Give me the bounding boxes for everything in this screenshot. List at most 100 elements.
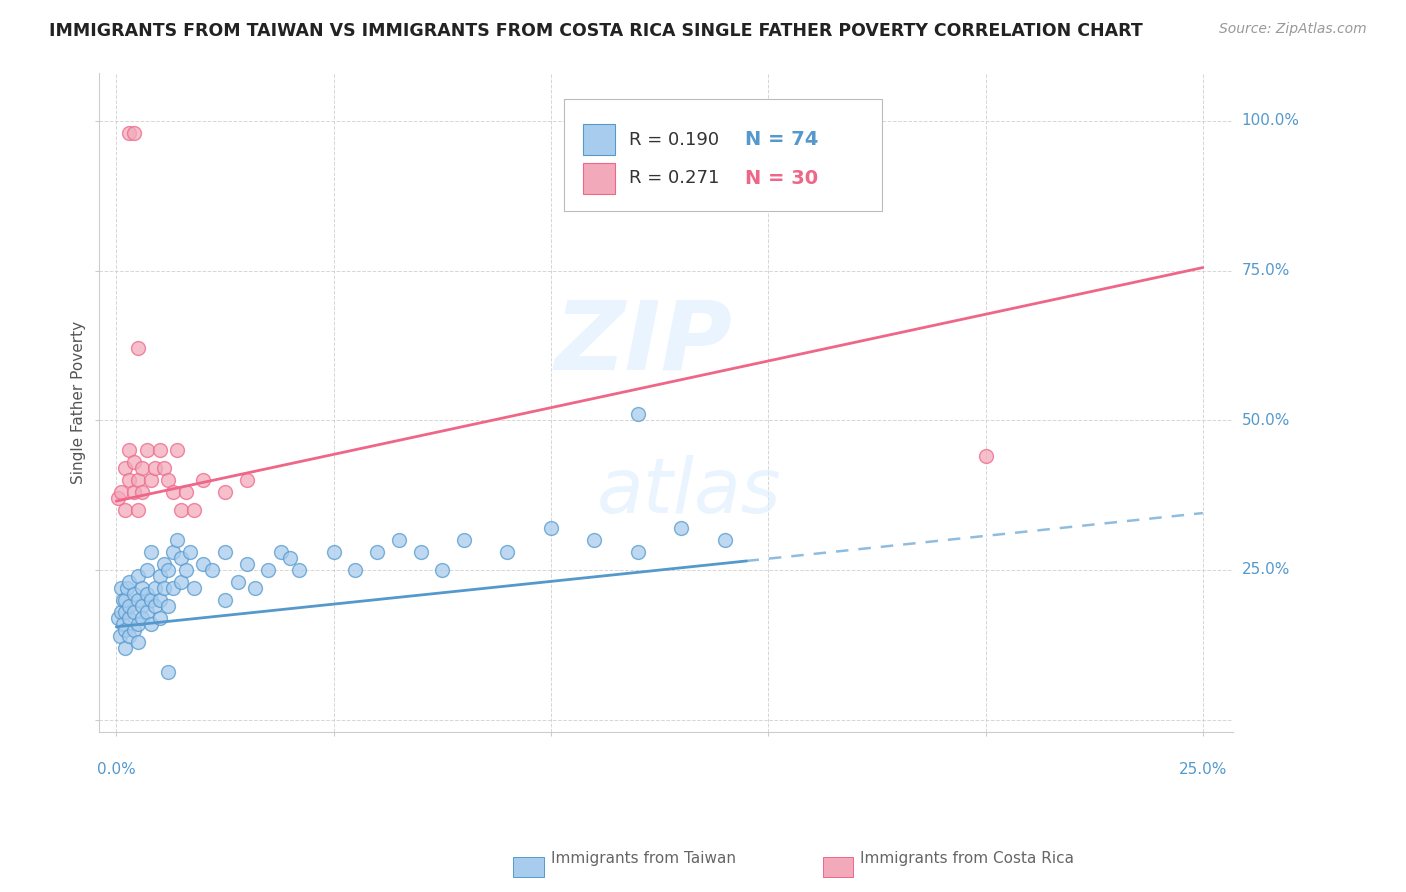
Point	[114, 640, 136, 655]
Text: R = 0.271: R = 0.271	[628, 169, 718, 187]
Point	[627, 545, 650, 559]
Point	[344, 563, 367, 577]
Text: N = 74: N = 74	[745, 130, 818, 149]
Point	[153, 461, 176, 475]
Point	[107, 491, 129, 505]
Point	[118, 443, 141, 458]
Point	[111, 593, 134, 607]
Point	[131, 461, 153, 475]
Point	[118, 126, 141, 140]
Point	[127, 473, 149, 487]
Text: IMMIGRANTS FROM TAIWAN VS IMMIGRANTS FROM COSTA RICA SINGLE FATHER POVERTY CORRE: IMMIGRANTS FROM TAIWAN VS IMMIGRANTS FRO…	[49, 22, 1143, 40]
Point	[166, 443, 188, 458]
Point	[366, 545, 388, 559]
Text: 100.0%: 100.0%	[1241, 113, 1299, 128]
Point	[179, 545, 201, 559]
Point	[127, 616, 149, 631]
Point	[131, 599, 153, 613]
Point	[122, 587, 145, 601]
Point	[149, 443, 172, 458]
Point	[193, 473, 215, 487]
Point	[245, 581, 267, 595]
Point	[235, 473, 257, 487]
Text: atlas: atlas	[596, 455, 780, 529]
Point	[432, 563, 454, 577]
Point	[127, 503, 149, 517]
Point	[110, 605, 132, 619]
Point	[135, 443, 157, 458]
Point	[183, 503, 205, 517]
Point	[671, 521, 693, 535]
Point	[118, 599, 141, 613]
Point	[122, 455, 145, 469]
Point	[627, 407, 650, 421]
Point	[127, 634, 149, 648]
Point	[145, 599, 167, 613]
Point	[322, 545, 344, 559]
Text: Immigrants from Costa Rica: Immigrants from Costa Rica	[860, 851, 1074, 866]
Bar	[513, 857, 544, 877]
Point	[139, 593, 162, 607]
Text: 50.0%: 50.0%	[1241, 413, 1289, 428]
Point	[114, 605, 136, 619]
Point	[122, 605, 145, 619]
Point	[157, 563, 180, 577]
Text: 25.0%: 25.0%	[1178, 762, 1227, 777]
Point	[114, 623, 136, 637]
Point	[149, 611, 172, 625]
Point	[139, 545, 162, 559]
Text: 75.0%: 75.0%	[1241, 263, 1289, 278]
Text: R = 0.190: R = 0.190	[628, 130, 718, 148]
Point	[127, 569, 149, 583]
Point	[157, 599, 180, 613]
Point	[157, 665, 180, 679]
Point	[111, 616, 134, 631]
Point	[110, 581, 132, 595]
Point	[118, 473, 141, 487]
Point	[162, 581, 184, 595]
Point	[131, 485, 153, 500]
Point	[257, 563, 280, 577]
Point	[235, 557, 257, 571]
Point	[201, 563, 224, 577]
Point	[974, 449, 997, 463]
Point	[174, 563, 197, 577]
Point	[145, 461, 167, 475]
Point	[214, 485, 236, 500]
Point	[226, 574, 249, 589]
Point	[153, 581, 176, 595]
Point	[135, 563, 157, 577]
Point	[122, 623, 145, 637]
Text: Source: ZipAtlas.com: Source: ZipAtlas.com	[1219, 22, 1367, 37]
Point	[170, 503, 193, 517]
Point	[118, 611, 141, 625]
Point	[157, 473, 180, 487]
Point	[170, 551, 193, 566]
Text: 25.0%: 25.0%	[1241, 563, 1289, 577]
Point	[135, 587, 157, 601]
Point	[118, 574, 141, 589]
Point	[453, 533, 475, 547]
Point	[496, 545, 519, 559]
Point	[127, 593, 149, 607]
Point	[108, 629, 131, 643]
Point	[135, 605, 157, 619]
Text: N = 30: N = 30	[745, 169, 818, 188]
Point	[139, 616, 162, 631]
Point	[122, 126, 145, 140]
Point	[278, 551, 301, 566]
Point	[170, 574, 193, 589]
Point	[214, 545, 236, 559]
Bar	[583, 124, 614, 155]
Point	[153, 557, 176, 571]
Text: ZIP: ZIP	[554, 296, 733, 389]
Point	[540, 521, 562, 535]
Point	[166, 533, 188, 547]
Point	[114, 593, 136, 607]
Point	[162, 485, 184, 500]
Point	[183, 581, 205, 595]
Point	[713, 533, 735, 547]
Point	[270, 545, 292, 559]
Point	[145, 581, 167, 595]
Point	[149, 593, 172, 607]
